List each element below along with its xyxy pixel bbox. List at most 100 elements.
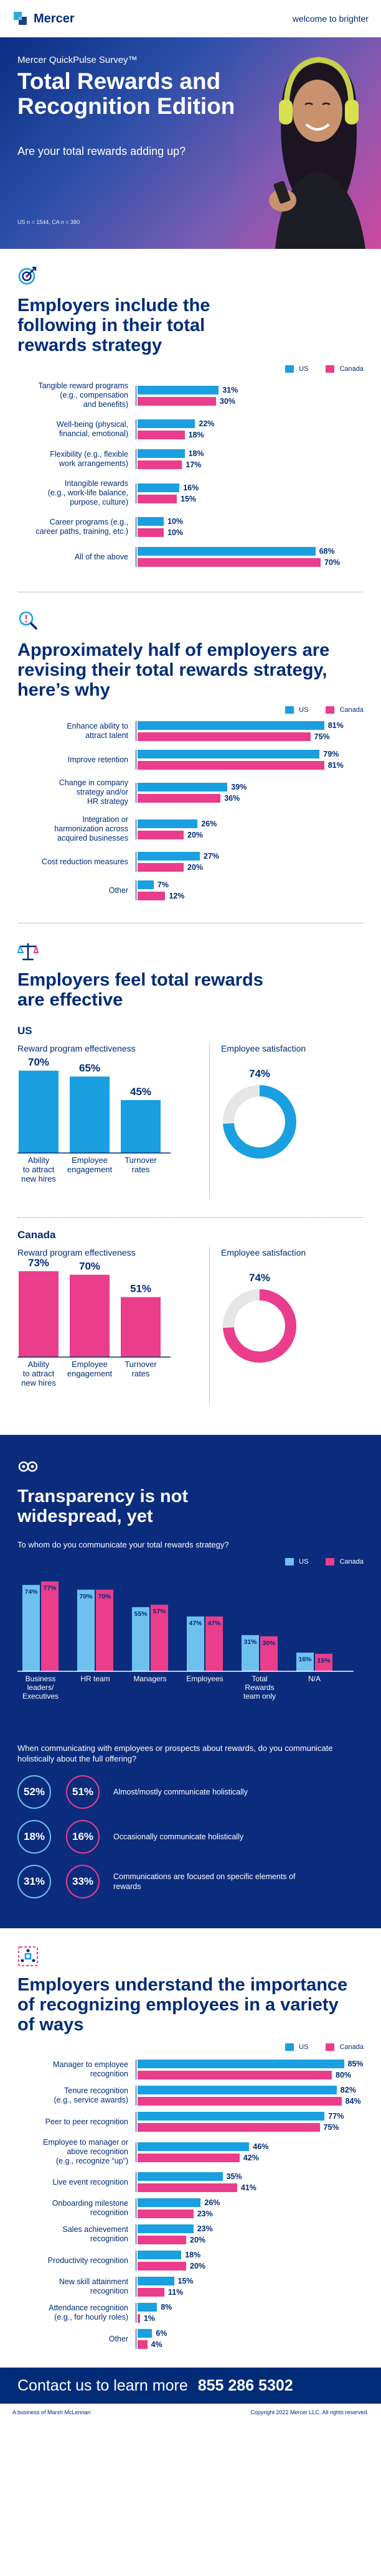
eye-icon [18, 1461, 38, 1472]
category-label: Other [108, 885, 128, 895]
category-label: new hires [21, 1174, 56, 1183]
us-program-panel: Reward program effectiveness 70% Ability t… [17, 1043, 198, 1206]
bar-line: 26% [138, 819, 364, 828]
bar-value-label: 70% [79, 1261, 100, 1272]
us-bar [138, 782, 228, 791]
bar-value-label: 41% [240, 2183, 256, 2192]
bar-value-label: 20% [190, 2262, 206, 2270]
bar-value-label: 18% [188, 449, 204, 458]
legend-canada-label: Canada [339, 2043, 364, 2051]
bar-value-label: 10% [167, 528, 184, 537]
chart-row: Employee to manager or above recognition(… [17, 2138, 364, 2166]
bar-value-label: 77% [328, 2112, 344, 2121]
bar-value-label: 79% [323, 750, 339, 758]
effective-section: Employers feel total rewards are effecti… [0, 923, 381, 1410]
bar-line: 39% [138, 782, 364, 791]
legend-us-label: US [299, 365, 309, 373]
holistic-row: 31% 33% Communications are focused on spec… [17, 1865, 364, 1898]
hero-subtitle: Are your total rewards adding up? [17, 145, 186, 157]
bar-value-label: 46% [253, 2142, 269, 2151]
chart-row: Sales achievement recognition 23% 20% [17, 2224, 364, 2244]
category-label: New skill attainment recognition [59, 2277, 128, 2295]
contact-phone[interactable]: 855 286 5302 [197, 2376, 293, 2394]
holistic-list: 52% 51% Almost/mostly communicate holistic… [17, 1775, 364, 1898]
chart-row: Other 7% 12% [17, 880, 364, 900]
bar-value-label: 45% [130, 1086, 151, 1098]
bar-value-label: 73% [28, 1258, 49, 1269]
category-label: N/A [308, 1674, 321, 1683]
legend-us-swatch [285, 2043, 294, 2051]
bar-line: 70% [138, 558, 364, 567]
bar-line: 20% [138, 830, 364, 839]
canada-bar [138, 2262, 186, 2270]
bar-line: 81% [138, 761, 364, 770]
category-label: Sales achievement recognition [62, 2225, 128, 2243]
bar-line: 79% [138, 750, 364, 758]
category-label: Career programs (e.g., career paths, trai… [35, 518, 128, 536]
bar-value-label: 39% [231, 782, 247, 791]
canada-bar [138, 494, 177, 503]
bar-line: 23% [138, 2210, 364, 2218]
us-bar [77, 1589, 95, 1671]
bar-line: 30% [138, 396, 364, 406]
chart-row: Attendance recognition (e.g., for hourly … [17, 2303, 364, 2323]
category-label: Intangible rewards (e.g., work-life balan… [47, 479, 128, 506]
bar-line: 11% [138, 2288, 364, 2297]
legend-canada-label: Canada [339, 365, 364, 373]
canada-bar [138, 892, 166, 900]
category-label: Flexibility (e.g., flexible work arrangem… [50, 450, 128, 468]
effectiveness-bar [70, 1076, 110, 1153]
category-label: Ability [28, 1155, 50, 1165]
canada-bar [138, 2071, 332, 2079]
legend-canada-swatch [326, 706, 335, 714]
holistic-text: Communications are focused on specific e… [113, 1872, 296, 1891]
tagline: welcome to brighter [292, 14, 369, 24]
legend-canada: Canada [326, 706, 364, 714]
bar-value-label: 47% [207, 1620, 221, 1627]
category-label: All of the above [74, 552, 128, 561]
us-percent-ring: 52% [17, 1775, 51, 1809]
panel-divider [209, 1043, 210, 1199]
donut-arc [223, 1085, 296, 1159]
category-label: Total [252, 1674, 267, 1683]
bar-line: 84% [138, 2097, 364, 2106]
us-effectiveness-panel: Reward program effectiveness 70% Ability t… [17, 1043, 364, 1206]
contact-banner[interactable]: Contact us to learn more 855 286 5302 [0, 2368, 381, 2404]
us-bar [138, 2329, 153, 2338]
canada-effectiveness-panel: Reward program effectiveness 73% Ability t… [17, 1248, 364, 1410]
canada-bar [138, 2236, 186, 2244]
canada-bar [151, 1605, 168, 1671]
chart-row: Intangible rewards (e.g., work-life balan… [17, 479, 364, 507]
bar-value-label: 70% [28, 1057, 49, 1068]
us-bar [22, 1585, 40, 1671]
canada-country-label: Canada [17, 1229, 56, 1241]
bar-line: 42% [138, 2153, 364, 2162]
canada-bar [41, 1581, 59, 1671]
chart-row: Career programs (e.g., career paths, trai… [17, 517, 364, 537]
bar-line: 75% [138, 2123, 364, 2132]
chart-row: Tenure recognition (e.g., service awards)… [17, 2086, 364, 2106]
mercer-logo[interactable]: Mercer [12, 11, 75, 27]
bar-line: 20% [138, 2236, 364, 2244]
chart-row: Productivity recognition 18% 20% [17, 2251, 364, 2270]
holistic-text: Almost/mostly communicate holistically [113, 1788, 248, 1796]
woman-with-headphones-image [238, 37, 381, 249]
legend-canada-swatch [326, 1558, 335, 1566]
canada-bar [138, 732, 311, 741]
canada-bar [96, 1589, 113, 1671]
canada-bar [138, 2288, 164, 2297]
bar-line: 20% [138, 2262, 364, 2270]
category-label: rates [132, 1369, 150, 1378]
contact-cta[interactable]: Contact us to learn more [17, 2376, 188, 2394]
legend-us-swatch [285, 1558, 294, 1566]
legend-us-label: US [299, 1558, 309, 1566]
canada-satisfaction-title: Employee satisfaction [221, 1248, 306, 1258]
category-label: Attendance recognition (e.g., for hourly … [49, 2303, 128, 2322]
bar-value-label: 42% [243, 2153, 259, 2162]
canada-program-title: Reward program effectiveness [17, 1248, 136, 1258]
bar-value-label: 30% [262, 1640, 276, 1647]
canada-bar [138, 2314, 140, 2323]
category-label: Employees [186, 1674, 223, 1683]
us-bar [138, 2060, 344, 2068]
canada-bar [138, 2097, 342, 2106]
